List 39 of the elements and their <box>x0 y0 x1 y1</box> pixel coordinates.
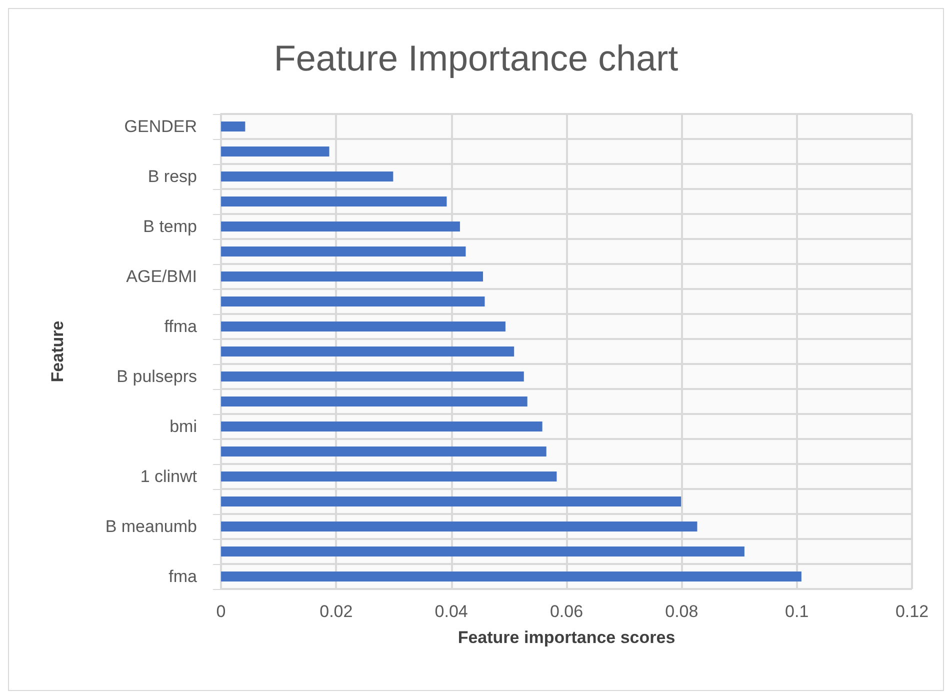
bar <box>221 146 330 156</box>
x-tick-label: 0.12 <box>895 602 929 621</box>
y-tick-label: AGE/BMI <box>126 267 197 286</box>
x-axis-title: Feature importance scores <box>458 628 676 647</box>
x-tick-label: 0.04 <box>434 602 468 621</box>
bar <box>221 322 506 332</box>
bar <box>221 546 744 556</box>
x-tick-label: 0.02 <box>320 602 353 621</box>
bar <box>221 396 528 406</box>
bar <box>221 222 460 232</box>
y-tick-label: B temp <box>143 217 197 236</box>
x-tick-label: 0.08 <box>665 602 698 621</box>
chart-title: Feature Importance chart <box>274 38 678 78</box>
bar <box>221 522 698 532</box>
y-tick-label: B resp <box>148 167 197 186</box>
y-tick-label: GENDER <box>124 117 197 136</box>
y-tick-label: ffma <box>164 317 198 336</box>
y-tick-label: fma <box>168 567 198 586</box>
x-tick-label: 0 <box>216 602 226 621</box>
bar <box>221 172 394 182</box>
bar <box>221 422 542 432</box>
x-tick-label: 0.06 <box>550 602 584 621</box>
bar <box>221 196 447 206</box>
y-axis-title: Feature <box>48 320 67 382</box>
bar <box>221 496 682 506</box>
x-tick-label: 0.1 <box>785 602 809 621</box>
bar <box>221 122 246 132</box>
bar <box>221 472 557 482</box>
y-tick-label: B pulseprs <box>116 367 197 386</box>
bar <box>221 246 466 256</box>
bar <box>221 372 524 382</box>
y-tick-label: bmi <box>170 417 197 436</box>
bar <box>221 346 514 356</box>
y-tick-label: 1 clinwt <box>140 467 198 486</box>
bar <box>221 446 546 456</box>
bar <box>221 272 484 282</box>
bar <box>221 296 485 306</box>
y-tick-label: B meanumb <box>105 517 197 536</box>
bar <box>221 572 802 582</box>
